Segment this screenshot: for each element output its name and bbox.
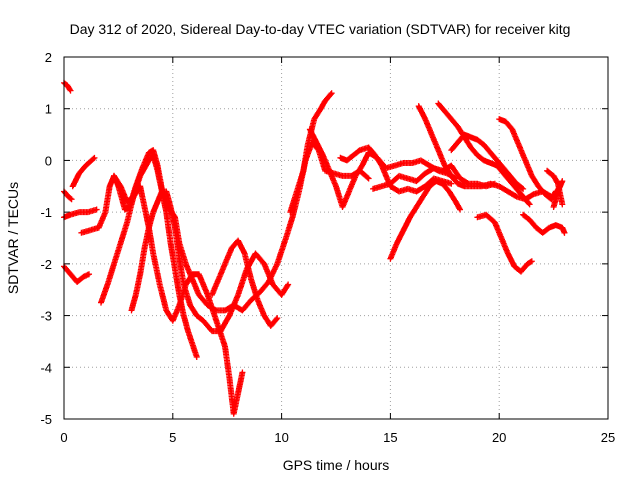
y-axis-label: SDTVAR / TECUs: [5, 182, 21, 294]
data-point-markers: [61, 79, 74, 94]
series-track-2: [61, 188, 75, 203]
series-track-11: [287, 90, 335, 216]
data-point-markers: [98, 152, 200, 360]
y-tick-label: -3: [40, 309, 52, 324]
series-track-23: [550, 178, 566, 210]
y-tick-label: -2: [40, 257, 52, 272]
data-point-markers: [415, 103, 555, 203]
series-track-1: [61, 79, 74, 94]
x-tick-label: 10: [274, 430, 288, 445]
y-tick-label: -1: [40, 205, 52, 220]
x-tick-label: 5: [169, 430, 176, 445]
series-track-18: [448, 131, 527, 192]
data-point-markers: [209, 237, 281, 329]
data-point-markers: [69, 154, 98, 190]
data-point-markers: [520, 211, 568, 236]
y-tick-label: 2: [45, 50, 52, 65]
plot-frame: [63, 56, 609, 420]
y-tick-label: 0: [45, 153, 52, 168]
series-track-4: [61, 263, 93, 285]
series-track-16: [415, 103, 555, 203]
x-tick-label: 20: [492, 430, 506, 445]
data-point-markers: [448, 131, 527, 192]
x-tick-label: 0: [60, 430, 67, 445]
series-track-3: [61, 206, 100, 221]
series-track-6: [69, 154, 98, 190]
axis-ticks: 0 5 10 15 20 25 -5 -4 -3 -2 -1 0 1 2: [40, 50, 615, 445]
series-track-9: [128, 188, 292, 335]
series-track-19: [474, 211, 535, 275]
data-point-markers: [496, 116, 559, 203]
series-track-17: [435, 100, 533, 208]
series-track-15: [387, 178, 464, 262]
series-track-21: [520, 211, 568, 236]
data-point-markers: [474, 211, 535, 275]
data-point-markers: [128, 188, 292, 335]
x-tick-label: 25: [601, 430, 615, 445]
y-tick-label: -4: [40, 360, 52, 375]
data-point-markers: [287, 90, 335, 216]
series-track-7: [98, 152, 200, 360]
x-tick-label: 15: [383, 430, 397, 445]
data-point-markers: [435, 100, 533, 208]
chart-title: Day 312 of 2020, Sidereal Day-to-day VTE…: [70, 21, 571, 37]
series-track-10: [209, 237, 281, 329]
data-point-markers: [550, 178, 566, 210]
data-point-markers: [61, 188, 75, 203]
data-points: [61, 79, 568, 417]
x-axis-label: GPS time / hours: [283, 457, 390, 473]
series-track-20: [496, 116, 559, 203]
y-tick-label: 1: [45, 102, 52, 117]
data-point-markers: [61, 263, 93, 285]
data-point-markers: [387, 178, 464, 262]
data-point-markers: [61, 206, 100, 221]
y-tick-label: -5: [40, 412, 52, 427]
